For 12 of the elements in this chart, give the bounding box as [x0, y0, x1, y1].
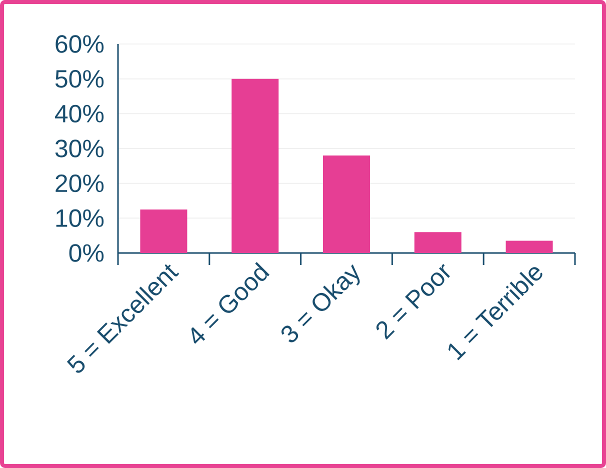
- y-tick-label: 20%: [56, 174, 104, 192]
- bar: [140, 209, 188, 253]
- bar: [232, 78, 279, 253]
- y-tick-label: 0%: [69, 244, 104, 262]
- bar: [322, 155, 370, 253]
- y-tick-label: 30%: [55, 140, 104, 158]
- y-tick-label: 60%: [56, 35, 104, 53]
- bar: [414, 232, 462, 253]
- bar: [506, 240, 553, 253]
- y-tick-label: 50%: [55, 70, 104, 88]
- y-tick-label: 10%: [56, 209, 104, 228]
- y-tick-label: 40%: [55, 104, 104, 123]
